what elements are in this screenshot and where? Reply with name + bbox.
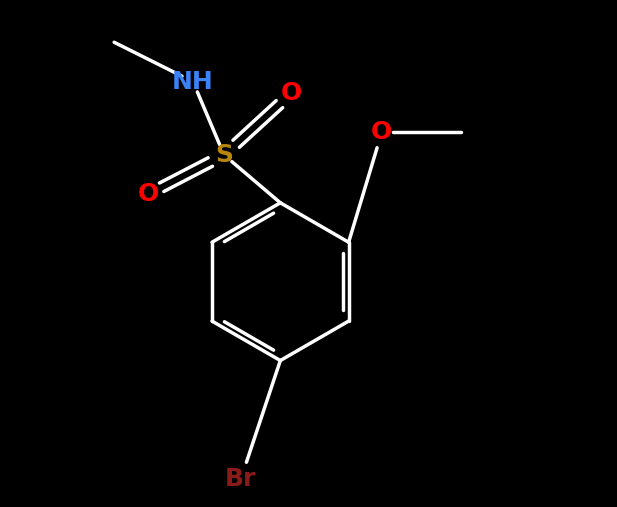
Text: O: O	[281, 81, 302, 105]
Text: O: O	[371, 120, 392, 144]
Text: S: S	[215, 143, 233, 167]
Text: NH: NH	[172, 69, 214, 94]
Text: O: O	[138, 183, 159, 206]
Text: Br: Br	[225, 467, 257, 491]
